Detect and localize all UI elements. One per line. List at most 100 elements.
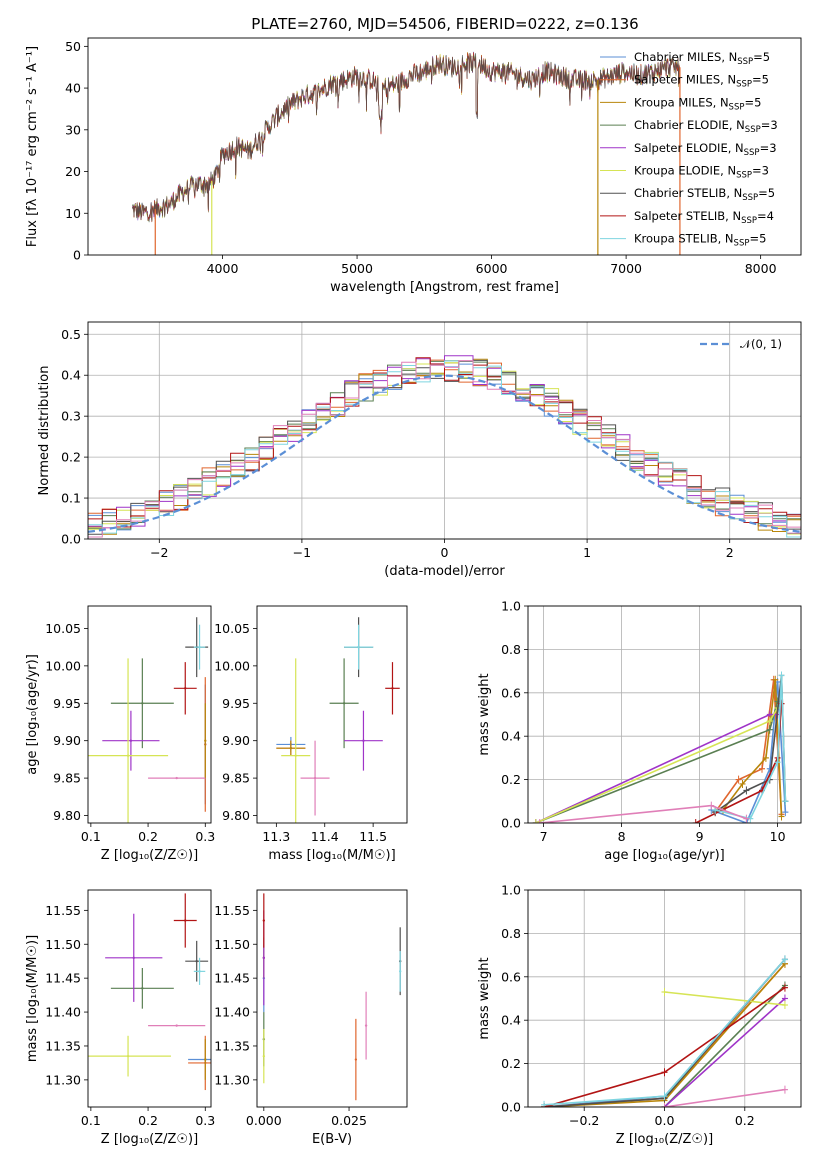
y-axis-label: mass weight — [477, 957, 492, 1039]
x-tick-label: 9 — [696, 829, 704, 844]
x-tick-label: 4000 — [207, 261, 239, 276]
plot-area — [88, 355, 801, 539]
errorbar-point — [385, 662, 400, 715]
point-marker — [126, 754, 130, 757]
y-tick-label: 1.0 — [501, 883, 521, 898]
errorbar-point — [110, 967, 174, 1009]
errorbar-point — [281, 658, 311, 823]
panel-weight_vs_age: 7 8 9 10 0.0 0.2 0.4 0.6 0.8 1.0 age [log₁₀(age/yr… — [477, 599, 802, 863]
point-marker — [391, 687, 394, 690]
x-tick-label: 6000 — [476, 261, 508, 276]
y-tick-label: 50 — [65, 39, 81, 54]
point-marker — [195, 960, 198, 963]
y-axis-label: mass weight — [477, 673, 492, 755]
y-tick-label: 11.40 — [45, 1005, 81, 1020]
histogram-series — [88, 360, 801, 539]
panel-spectrum: 4000 5000 6000 7000 8000 0 10 20 30 40 50 wavelengt… — [25, 37, 802, 295]
y-tick-label: 40 — [65, 81, 81, 96]
point-marker — [141, 987, 144, 990]
y-tick-label: 0.2 — [501, 1056, 521, 1071]
errorbar-point — [105, 913, 163, 1002]
x-axis-label: age [log₁₀(age/yr)] — [604, 848, 725, 863]
errorbar-point — [262, 893, 266, 948]
errorbar-point — [262, 1029, 266, 1084]
y-axis-label: Normed distribution — [37, 366, 52, 496]
x-axis-label: (data-model)/error — [384, 564, 505, 579]
y-tick-label: 9.80 — [53, 808, 81, 823]
errorbar-point — [354, 1018, 358, 1101]
panel-age_vs_mass: 11.3 11.4 11.5 9.80 9.85 9.90 9.95 10.00 10.05 ma… — [214, 605, 408, 863]
point-marker — [357, 645, 360, 649]
y-tick-label: 10.05 — [45, 621, 81, 636]
point-marker — [198, 645, 201, 649]
point-marker — [204, 739, 207, 742]
errorbar-point — [193, 624, 206, 670]
errorbar-point — [193, 957, 206, 985]
legend-label: Chabrier STELIB, NSSP=5 — [634, 186, 775, 203]
y-tick-label: 9.85 — [222, 771, 250, 786]
x-tick-label: 10 — [770, 829, 786, 844]
point-marker — [289, 746, 293, 750]
y-tick-label: 0.8 — [501, 926, 521, 941]
legend-label: Salpeter ELODIE, NSSP=3 — [634, 141, 777, 158]
y-tick-label: 0.6 — [501, 685, 521, 700]
x-tick-label: 5000 — [341, 261, 373, 276]
y-tick-label: 9.95 — [53, 696, 81, 711]
point-marker — [342, 702, 346, 705]
legend-label: Kroupa MILES, NSSP=5 — [634, 95, 761, 112]
axes-frame — [256, 605, 408, 824]
legend: Chabrier MILES, NSSP=5 Salpeter MILES, NS… — [600, 50, 778, 249]
errorbar-point — [173, 662, 197, 715]
legend-label: Salpeter STELIB, NSSP=4 — [634, 209, 774, 226]
errorbar-point — [344, 710, 383, 771]
legend-label: Kroupa STELIB, NSSP=5 — [634, 232, 766, 249]
plot-area — [532, 671, 789, 823]
x-tick-label: −0.2 — [569, 1113, 599, 1128]
y-tick-label: 0.2 — [501, 772, 521, 787]
x-tick-label: −2 — [150, 545, 168, 560]
point-marker — [132, 956, 135, 960]
x-axis-label: E(B-V) — [312, 1132, 352, 1147]
point-marker — [294, 754, 297, 757]
errorbar-point — [148, 776, 206, 780]
weight-line — [663, 997, 786, 1107]
point-marker — [175, 1024, 178, 1027]
errorbar-point — [276, 740, 306, 756]
errorbar-point — [344, 624, 374, 670]
point-marker — [184, 919, 187, 922]
y-tick-label: 11.55 — [45, 903, 81, 918]
axes-frame — [256, 889, 408, 1108]
x-axis-label: Z [log₁₀(Z/Z☉)] — [101, 848, 198, 863]
x-tick-label: 0.3 — [195, 829, 215, 844]
errorbar-point — [204, 1039, 207, 1080]
y-tick-label: 30 — [65, 122, 81, 137]
x-axis-label: Z [log₁₀(Z/Z☉)] — [616, 1132, 713, 1147]
y-tick-label: 0.1 — [61, 491, 81, 506]
plot-area — [132, 51, 681, 255]
y-tick-label: 10 — [65, 206, 81, 221]
axes-frame — [87, 889, 212, 1108]
axes-frame — [527, 889, 802, 1108]
legend-label: Salpeter MILES, NSSP=5 — [634, 73, 769, 90]
panel-mass_vs_EBV: 0.000 0.025 11.30 11.35 11.40 11.45 11.50 11.55… — [214, 889, 408, 1147]
panel-weight_vs_Z: −0.2 0.0 0.2 0.0 0.2 0.4 0.6 0.8 1.0 Z [log₁₀(Z/Z… — [477, 883, 802, 1147]
x-tick-label: 2 — [726, 545, 734, 560]
errorbar-point — [204, 703, 207, 779]
y-tick-label: 1.0 — [501, 599, 521, 614]
spectrum-line — [132, 53, 680, 222]
y-tick-label: 10.00 — [45, 658, 81, 673]
y-tick-label: 11.35 — [45, 1038, 81, 1053]
errorbar-point — [88, 1035, 171, 1077]
point-marker — [262, 956, 266, 960]
y-tick-label: 9.85 — [53, 771, 81, 786]
axes-frame — [87, 321, 802, 540]
x-tick-label: −1 — [293, 545, 311, 560]
point-marker — [198, 970, 201, 973]
errorbar-point — [300, 740, 330, 816]
point-marker — [262, 1054, 266, 1058]
y-tick-label: 0.5 — [61, 327, 81, 342]
x-tick-label: 7000 — [610, 261, 642, 276]
point-marker — [175, 776, 178, 780]
y-tick-label: 0.4 — [61, 368, 81, 383]
